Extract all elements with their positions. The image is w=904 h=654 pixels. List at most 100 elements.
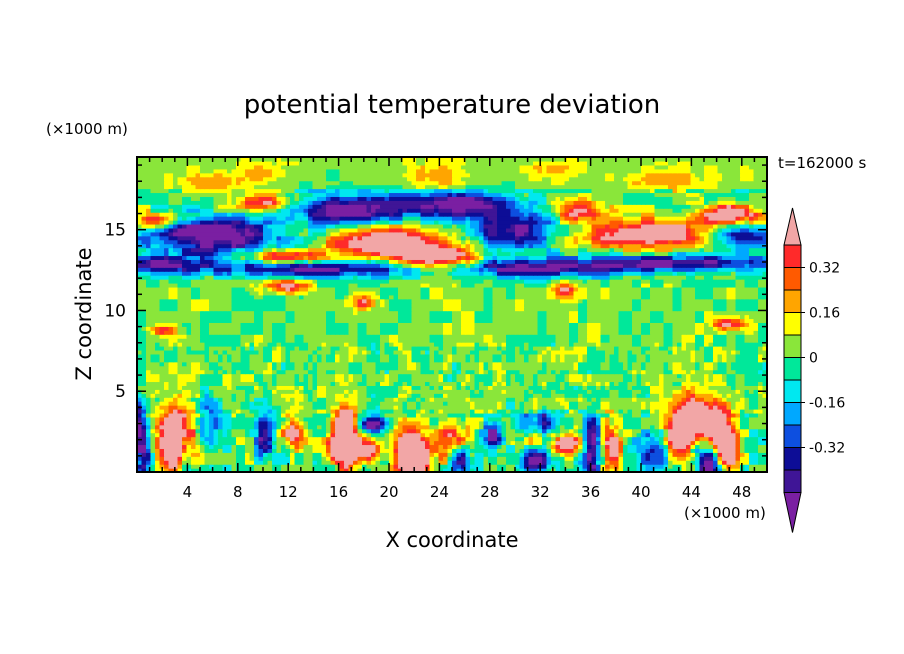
heatmap-cell <box>654 353 660 359</box>
heatmap-cell <box>249 432 255 438</box>
heatmap-cell <box>695 357 701 363</box>
heatmap-cell <box>285 420 291 426</box>
heatmap-cell <box>231 397 237 402</box>
heatmap-cell <box>447 420 453 426</box>
heatmap-cell <box>375 448 381 453</box>
heatmap-cell <box>204 397 210 402</box>
heatmap-cell <box>551 448 557 453</box>
heatmap-cell <box>713 389 719 394</box>
heatmap-cell <box>380 365 386 371</box>
heatmap-cell <box>758 468 764 472</box>
heatmap-cell <box>762 365 767 371</box>
heatmap-cell <box>240 397 246 402</box>
heatmap-cell <box>402 365 408 371</box>
heatmap-cell <box>591 361 597 367</box>
heatmap-cell <box>605 401 611 406</box>
heatmap-cell <box>290 420 296 426</box>
heatmap-cell <box>501 428 507 434</box>
heatmap-cell <box>429 397 435 402</box>
heatmap-cell <box>294 440 300 446</box>
heatmap-cell <box>209 420 215 426</box>
heatmap-cell <box>497 436 503 442</box>
heatmap-cell <box>573 353 579 359</box>
heatmap-cell <box>749 401 755 406</box>
heatmap-cell <box>137 468 143 472</box>
heatmap-cell <box>182 389 188 394</box>
heatmap-cell <box>182 436 188 442</box>
heatmap-cell <box>704 389 710 394</box>
heatmap-cell <box>497 460 503 465</box>
heatmap-cell <box>578 397 584 402</box>
heatmap-cell <box>650 393 656 398</box>
heatmap-cell <box>267 377 273 383</box>
heatmap-cell <box>632 401 638 406</box>
heatmap-cell <box>578 381 584 386</box>
heatmap-cell <box>569 401 575 406</box>
heatmap-cell <box>200 448 206 453</box>
heatmap-cell <box>213 440 219 446</box>
heatmap-cell <box>726 416 732 422</box>
heatmap-cell <box>672 393 678 398</box>
heatmap-cell <box>560 412 566 418</box>
heatmap-cell <box>321 428 327 434</box>
heatmap-cell <box>245 444 251 449</box>
heatmap-cell <box>281 436 287 442</box>
heatmap-cell <box>735 373 741 379</box>
heatmap-cell <box>582 377 588 383</box>
heatmap-cell <box>164 397 170 402</box>
heatmap-cell <box>564 389 570 394</box>
heatmap-cell <box>182 334 188 339</box>
heatmap-cell <box>699 428 705 434</box>
heatmap-cell <box>159 409 165 414</box>
heatmap-cell <box>744 338 750 343</box>
heatmap-cell <box>438 464 444 469</box>
heatmap-cell <box>488 365 494 371</box>
heatmap-cell <box>686 338 692 343</box>
heatmap-cell <box>447 432 453 438</box>
heatmap-cell <box>429 468 435 472</box>
heatmap-cell <box>609 365 615 371</box>
heatmap-cell <box>483 409 489 414</box>
heatmap-cell <box>447 405 453 410</box>
heatmap-cell <box>267 420 273 426</box>
heatmap-cell <box>371 464 377 469</box>
heatmap-cell <box>137 452 143 457</box>
heatmap-cell <box>573 389 579 394</box>
heatmap-cell <box>384 409 390 414</box>
heatmap-cell <box>362 385 368 390</box>
heatmap-cell <box>744 349 750 355</box>
heatmap-cell <box>461 385 467 390</box>
heatmap-cell <box>695 353 701 359</box>
heatmap-cell <box>627 353 633 359</box>
heatmap-cell <box>744 346 750 351</box>
heatmap-cell <box>326 349 332 355</box>
heatmap-cell <box>650 464 656 469</box>
heatmap-cell <box>362 369 368 375</box>
heatmap-cell <box>416 361 422 367</box>
heatmap-cell <box>654 448 660 453</box>
heatmap-cell <box>492 401 498 406</box>
heatmap-cell <box>366 401 372 406</box>
heatmap-cell <box>555 373 561 379</box>
heatmap-cell <box>573 436 579 442</box>
heatmap-cell <box>636 409 642 414</box>
heatmap-cell <box>344 405 350 410</box>
heatmap-cell <box>164 349 170 355</box>
heatmap-cell <box>479 381 485 386</box>
heatmap-cell <box>312 349 318 355</box>
heatmap-cell <box>411 424 417 430</box>
heatmap-cell <box>659 385 665 390</box>
heatmap-cell <box>713 334 719 339</box>
heatmap-cell <box>654 401 660 406</box>
heatmap-cell <box>573 334 579 339</box>
heatmap-cell <box>236 416 242 422</box>
heatmap-cell <box>362 464 368 469</box>
heatmap-cell <box>200 357 206 363</box>
heatmap-cell <box>195 365 201 371</box>
heatmap-cell <box>389 377 395 383</box>
heatmap-cell <box>744 373 750 379</box>
heatmap-cell <box>312 464 318 469</box>
heatmap-cell <box>398 361 404 367</box>
heatmap-cell <box>578 436 584 442</box>
heatmap-cell <box>668 353 674 359</box>
